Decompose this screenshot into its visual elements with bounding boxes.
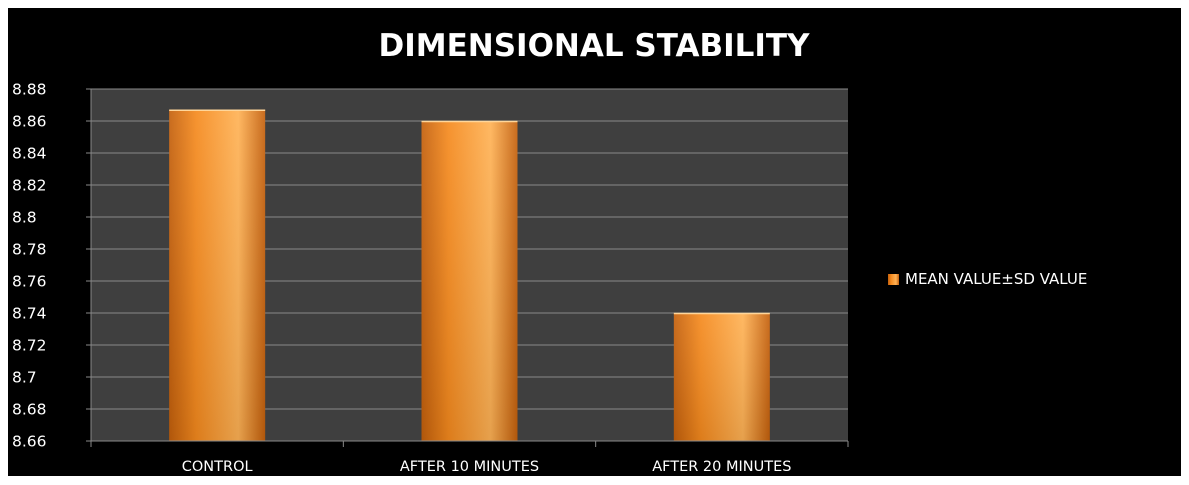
- y-tick-label: 8.8: [12, 209, 37, 227]
- y-tick-label: 8.78: [12, 241, 47, 259]
- chart-frame: DIMENSIONAL STABILITY 8.88 8.86 8.84 8.82 8.…: [8, 8, 1181, 476]
- bar-shade: [673, 313, 770, 441]
- x-axis: [90, 440, 849, 447]
- legend-swatch: [888, 274, 899, 285]
- y-tick-label: 8.74: [12, 305, 47, 323]
- y-tick-label: 8.86: [12, 113, 47, 131]
- y-axis-ticks: 8.88 8.86 8.84 8.82 8.8 8.78 8.76 8.74 8.72 8.7 8.…: [12, 81, 92, 451]
- bars: [169, 109, 770, 442]
- y-tick-label: 8.7: [12, 369, 37, 387]
- bar-chart: DIMENSIONAL STABILITY 8.888.868.848.828.…: [12, 28, 1087, 475]
- x-category-label: AFTER 10 MINUTES: [400, 459, 539, 475]
- legend-label: MEAN VALUE±SD VALUE: [905, 270, 1087, 288]
- y-tick-label: 8.72: [12, 337, 47, 355]
- legend: MEAN VALUE±SD VALUE: [888, 270, 1087, 288]
- y-tick-label: 8.84: [12, 145, 47, 163]
- y-tick-label: 8.68: [12, 401, 47, 419]
- y-tick-label: 8.66: [12, 433, 47, 451]
- y-tick-label: 8.82: [12, 177, 47, 195]
- y-tick-label: 8.88: [12, 81, 47, 99]
- x-category-label: AFTER 20 MINUTES: [652, 459, 791, 475]
- bar-shade: [421, 121, 518, 441]
- x-category-label: CONTROL: [182, 459, 253, 475]
- x-axis-labels: CONTROL AFTER 10 MINUTES AFTER 20 MINUTES: [182, 459, 792, 475]
- y-tick-label: 8.76: [12, 273, 47, 291]
- chart-title: DIMENSIONAL STABILITY: [378, 28, 810, 64]
- bar-shade: [169, 109, 266, 442]
